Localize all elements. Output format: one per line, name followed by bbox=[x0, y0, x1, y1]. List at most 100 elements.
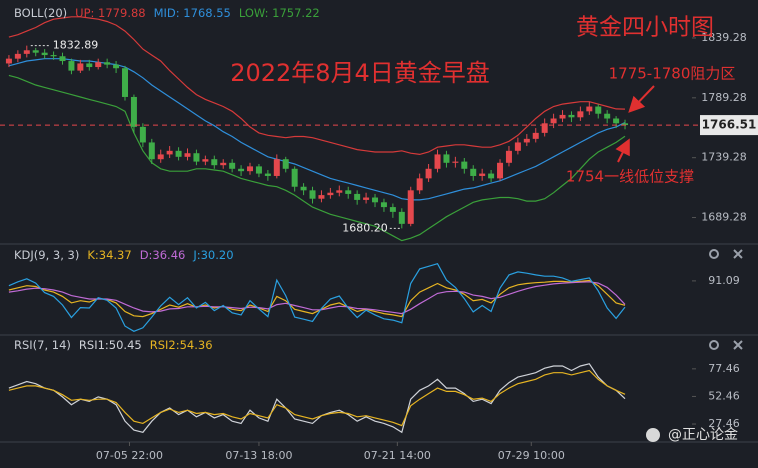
candle-body bbox=[157, 154, 164, 160]
candle-body bbox=[122, 68, 129, 97]
candle-body bbox=[291, 168, 298, 187]
indicator-line bbox=[8, 281, 626, 315]
candle-body bbox=[238, 168, 245, 172]
candle-body bbox=[488, 173, 495, 179]
panel-icons[interactable] bbox=[709, 249, 743, 350]
close-icon[interactable] bbox=[733, 249, 743, 259]
close-icon[interactable] bbox=[733, 340, 743, 350]
settings-icon[interactable] bbox=[709, 249, 719, 259]
legend-entry: J:30.20 bbox=[192, 248, 233, 262]
candle-body bbox=[255, 166, 262, 174]
candle-body bbox=[104, 62, 111, 65]
candle-body bbox=[497, 162, 504, 179]
x-tick-label: 07-13 18:00 bbox=[225, 449, 292, 462]
candle-body bbox=[202, 159, 209, 162]
y-tick-label: 1739.28 bbox=[701, 151, 747, 164]
candle-body bbox=[336, 190, 343, 193]
candle-body bbox=[264, 173, 271, 176]
candle-body bbox=[407, 190, 414, 224]
candle-body bbox=[416, 178, 423, 191]
candle-body bbox=[318, 195, 325, 199]
indicator-legend: KDJ(9, 3, 3) K:34.37 D:36.46 J:30.20 bbox=[14, 248, 234, 262]
candle-body bbox=[193, 153, 200, 162]
indicator-line bbox=[8, 262, 626, 332]
support-arrow bbox=[615, 138, 630, 163]
y-tick-label: 1689.28 bbox=[701, 211, 747, 224]
candle-body bbox=[559, 114, 566, 119]
candle-body bbox=[300, 186, 307, 191]
candle-body bbox=[479, 173, 486, 176]
candle-body bbox=[139, 126, 146, 143]
settings-icon[interactable] bbox=[709, 340, 719, 350]
candle-body bbox=[541, 123, 548, 133]
x-tick-label: 07-29 10:00 bbox=[498, 449, 565, 462]
candle-body bbox=[434, 154, 441, 169]
legend-entry: K:34.37 bbox=[87, 248, 131, 262]
last-price-label: 1766.51 bbox=[702, 118, 757, 132]
indicator-name: KDJ(9, 3, 3) bbox=[14, 248, 79, 262]
candle-body bbox=[389, 207, 396, 212]
candle-body bbox=[568, 114, 575, 118]
candle-body bbox=[550, 118, 557, 124]
candle-body bbox=[613, 118, 620, 124]
chart-subtitle: 2022年8月4日黄金早盘 bbox=[230, 59, 490, 87]
candle-body bbox=[354, 193, 361, 200]
candle-body bbox=[14, 53, 21, 59]
chart-title: 黄金四小时图 bbox=[576, 15, 714, 41]
legend-entry: MID: 1768.55 bbox=[154, 6, 231, 20]
candle-body bbox=[113, 64, 120, 69]
candle-body bbox=[363, 197, 370, 200]
candle-body bbox=[452, 161, 459, 163]
candle-body bbox=[23, 50, 30, 54]
candle-body bbox=[50, 55, 57, 57]
indicator-line bbox=[8, 369, 626, 427]
candle-body bbox=[425, 168, 432, 179]
low-label: 1680.20 bbox=[342, 221, 388, 234]
candle-body bbox=[130, 96, 137, 127]
y-tick-label: 52.46 bbox=[708, 389, 740, 402]
candle-body bbox=[398, 211, 405, 224]
y-tick-label: 1789.28 bbox=[701, 91, 747, 104]
x-tick-label: 07-21 14:00 bbox=[364, 449, 431, 462]
candle-body bbox=[532, 132, 539, 139]
indicator-line bbox=[8, 279, 626, 318]
indicator-line bbox=[8, 58, 626, 201]
last-price-box bbox=[700, 115, 758, 136]
candle-body bbox=[514, 142, 521, 151]
legend-entry: RSI2:54.36 bbox=[150, 338, 213, 352]
legend-entry: D:36.46 bbox=[140, 248, 186, 262]
candle-body bbox=[247, 166, 254, 172]
candle-body bbox=[327, 192, 334, 196]
candle-body bbox=[32, 50, 39, 53]
candle-body bbox=[523, 138, 530, 143]
candle-body bbox=[184, 153, 191, 157]
candle-body bbox=[309, 190, 316, 199]
candle-body bbox=[166, 150, 173, 155]
candle-body bbox=[586, 106, 593, 112]
indicator-legend: BOLL(20) UP: 1779.88 MID: 1768.55 LOW: 1757… bbox=[14, 6, 320, 20]
candle-body bbox=[148, 142, 155, 160]
candle-body bbox=[59, 56, 66, 62]
resistance-arrow bbox=[628, 85, 655, 113]
candle-body bbox=[345, 190, 352, 194]
high-label: 1832.89 bbox=[53, 39, 98, 52]
candle-body bbox=[41, 52, 48, 56]
candle-body bbox=[175, 150, 182, 157]
candle-body bbox=[470, 168, 477, 176]
y-tick-label: 1839.28 bbox=[701, 31, 747, 44]
candle-body bbox=[86, 63, 93, 68]
candle-body bbox=[77, 63, 84, 71]
candle-body bbox=[461, 161, 468, 169]
x-tick-label: 07-05 22:00 bbox=[96, 449, 163, 462]
watermark: @正心论金 bbox=[668, 427, 738, 443]
candle-body bbox=[604, 113, 611, 119]
y-tick-label: 77.46 bbox=[708, 362, 740, 375]
indicator-line bbox=[8, 16, 626, 156]
indicator-name: BOLL(20) bbox=[14, 6, 67, 20]
indicator-name: RSI(7, 14) bbox=[14, 338, 71, 352]
legend-entry: RSI1:50.45 bbox=[79, 338, 142, 352]
legend-entry: UP: 1779.88 bbox=[75, 6, 145, 20]
candle-body bbox=[380, 202, 387, 208]
